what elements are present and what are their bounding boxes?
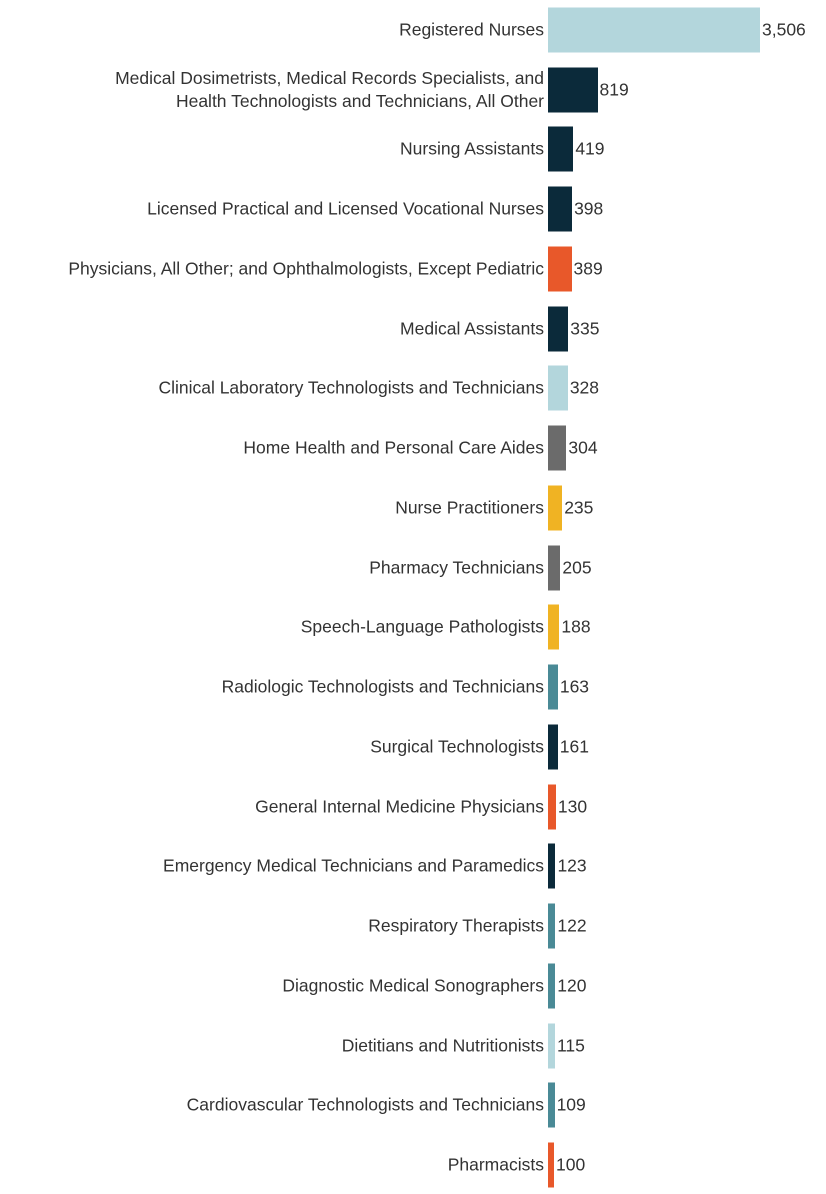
category-label: Nursing Assistants	[400, 138, 544, 159]
category-label: Dietitians and Nutritionists	[341, 1035, 544, 1056]
category-label: Cardiovascular Technologists and Technic…	[186, 1094, 544, 1115]
value-label: 120	[557, 975, 587, 996]
category-label: Medical Assistants	[400, 318, 544, 339]
value-label: 123	[557, 855, 587, 876]
category-label: Diagnostic Medical Sonographers	[282, 975, 544, 996]
category-label: Medical Dosimetrists, Medical Records Sp…	[115, 67, 544, 111]
bar	[548, 1142, 555, 1188]
bar	[548, 903, 556, 949]
value-label: 115	[556, 1035, 585, 1056]
category-label: Speech-Language Pathologists	[300, 616, 544, 637]
category-label: Physicians, All Other; and Ophthalmologi…	[68, 258, 544, 279]
bar	[548, 724, 558, 770]
value-label: 328	[569, 377, 600, 398]
bar	[548, 7, 760, 53]
value-label: 205	[562, 557, 592, 578]
category-label: Pharmacists	[447, 1154, 544, 1175]
bar	[548, 604, 560, 650]
value-label: 819	[599, 79, 629, 100]
value-label: 335	[570, 318, 600, 339]
category-label: Radiologic Technologists and Technicians	[221, 676, 544, 697]
category-label: Nurse Practitioners	[395, 497, 544, 518]
bar	[548, 126, 574, 172]
bar	[548, 67, 598, 113]
category-label: Licensed Practical and Licensed Vocation…	[147, 198, 544, 219]
bar	[548, 246, 572, 292]
bar	[548, 963, 556, 1009]
bar	[548, 843, 556, 889]
value-label: 109	[556, 1094, 586, 1115]
category-label: Pharmacy Technicians	[369, 557, 544, 578]
value-label: 3,506	[762, 19, 806, 40]
category-label: Surgical Technologists	[370, 736, 544, 757]
category-label: General Internal Medicine Physicians	[255, 796, 544, 817]
value-label: 163	[559, 676, 590, 697]
value-label: 161	[559, 736, 589, 757]
value-label: 188	[561, 616, 591, 637]
bar	[548, 485, 563, 531]
category-label: Emergency Medical Technicians and Parame…	[163, 855, 544, 876]
bar	[548, 1082, 555, 1128]
value-label: 398	[574, 198, 604, 219]
value-label: 130	[557, 796, 588, 817]
value-label: 304	[568, 437, 598, 458]
bar	[548, 306, 569, 352]
value-label: 235	[564, 497, 594, 518]
value-label: 122	[557, 915, 587, 936]
bar	[548, 425, 567, 471]
value-label: 419	[575, 138, 605, 159]
value-label: 100	[556, 1154, 586, 1175]
category-label: Home Health and Personal Care Aides	[243, 437, 544, 458]
bar	[548, 186, 573, 232]
category-label: Clinical Laboratory Technologists and Te…	[158, 377, 544, 398]
bar	[548, 1023, 555, 1069]
bar	[548, 545, 561, 591]
value-label: 389	[573, 258, 603, 279]
bar	[548, 664, 558, 710]
bar	[548, 365, 568, 411]
category-label: Respiratory Therapists	[368, 915, 544, 936]
category-label: Registered Nurses	[399, 19, 544, 40]
bar	[548, 784, 556, 830]
